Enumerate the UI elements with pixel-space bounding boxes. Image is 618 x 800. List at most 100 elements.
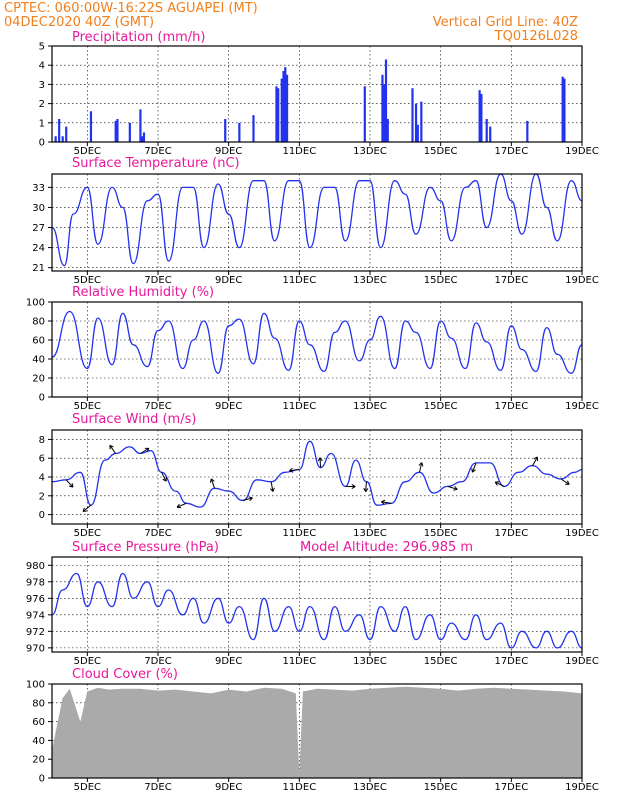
precip-bar: [277, 88, 280, 142]
precip-ytick-label: 5: [39, 42, 45, 53]
pres-xtick-label: 11DEC: [282, 656, 316, 667]
cloud-ytick-label: 0: [39, 774, 45, 785]
precip-bar: [381, 74, 384, 142]
precip-bar: [489, 126, 492, 142]
precip-bar: [384, 59, 388, 142]
temp-frame: [51, 173, 583, 272]
header-location: CPTEC: 060:00W-16:22S AGUAPEI (MT): [4, 1, 258, 16]
wind-arrow: [381, 501, 392, 504]
cloud-ytick-label: 80: [32, 698, 45, 709]
temp-ytick-label: 21: [32, 263, 45, 274]
precip-bar: [142, 132, 146, 142]
cloud-ytick-label: 100: [26, 680, 45, 691]
precip-bar: [275, 86, 278, 142]
wind-arrow-head: [289, 467, 294, 473]
temp-ytick-label: 27: [32, 223, 45, 234]
pres-ytick-label: 980: [26, 561, 45, 572]
wind-ytick-label: 2: [39, 491, 45, 502]
rh-panel: 0 20 40 60 80 100 5DEC 7DEC 9DEC 11DEC 13DEC 15DEC 1…: [26, 298, 599, 413]
precip-frame: [51, 45, 583, 143]
cloud-xtick-label: 15DEC: [424, 782, 458, 793]
pres-xtick-label: 15DEC: [424, 656, 458, 667]
wind-frame: [51, 429, 583, 525]
wind-arrow: [270, 481, 274, 492]
precip-bar: [114, 120, 117, 142]
header-date: 04DEC2020 40Z (GMT): [4, 15, 154, 30]
wind-ytick-label: 6: [39, 454, 45, 465]
rh-ytick-label: 0: [39, 393, 45, 404]
rh-xtick-label: 15DEC: [424, 401, 458, 412]
temp-ytick-label: 33: [32, 183, 45, 194]
precip-bar: [116, 118, 119, 142]
wind-line: [51, 440, 583, 508]
rh-xtick-label: 19DEC: [565, 401, 599, 412]
wind-xtick-label: 11DEC: [282, 528, 316, 539]
wind-xtick-label: 15DEC: [424, 528, 458, 539]
rh-ytick-label: 100: [26, 298, 45, 309]
precip-bar: [139, 109, 142, 142]
temp-xtick-label: 15DEC: [424, 275, 458, 286]
pres-title: Surface Pressure (hPa): [72, 540, 219, 555]
pres-xtick-label: 5DEC: [74, 656, 101, 667]
pres-ytick-label: 972: [26, 627, 45, 638]
precip-bar: [414, 103, 418, 142]
cloud-xtick-label: 19DEC: [565, 782, 599, 793]
precip-xtick-label: 19DEC: [565, 146, 599, 157]
precip-ytick-label: 4: [39, 61, 45, 72]
temp-ytick-label: 24: [32, 243, 45, 254]
wind-arrow: [289, 468, 300, 472]
temp-xtick-label: 19DEC: [565, 275, 599, 286]
precip-bar: [285, 74, 289, 142]
wind-arrow: [471, 462, 477, 473]
precip-ytick-label: 3: [39, 80, 45, 91]
rh-xtick-label: 9DEC: [215, 401, 242, 412]
wind-arrow-head: [317, 457, 323, 462]
cloud-ytick-label: 20: [32, 755, 45, 766]
precip-bar: [280, 78, 283, 142]
wind-arrow-head: [248, 496, 253, 502]
precip-xtick-label: 11DEC: [282, 146, 316, 157]
precip-bar: [141, 136, 144, 142]
precip-bar: [478, 90, 481, 142]
cloud-area: [52, 686, 582, 778]
rh-xtick-label: 7DEC: [144, 401, 171, 412]
precip-bar: [238, 122, 241, 142]
temp-title: Surface Temperature (nC): [72, 156, 240, 171]
precip-bar: [485, 118, 488, 142]
precip-bar: [420, 101, 423, 142]
cloud-panel: 0 20 40 60 80 100 5DEC 7DEC 9DEC 11DEC 13DEC 15DEC 1…: [26, 680, 599, 794]
cloud-xtick-label: 17DEC: [494, 782, 528, 793]
rh-xtick-label: 17DEC: [494, 401, 528, 412]
precip-ytick-label: 1: [39, 118, 45, 129]
cloud-xtick-label: 5DEC: [74, 782, 101, 793]
header-model-id: TQ0126L028: [494, 29, 578, 44]
rh-frame: [51, 301, 583, 398]
wind-ytick-label: 8: [39, 435, 45, 446]
temp-xtick-label: 17DEC: [494, 275, 528, 286]
wind-panel: 0 2 4 6 8 5DEC 7DEC 9DEC 11DEC 13DEC 15DEC 17DEC 19D…: [39, 429, 599, 539]
precip-bar: [54, 136, 57, 142]
wind-ytick-label: 0: [39, 510, 45, 521]
wind-arrow: [242, 497, 253, 501]
rh-ytick-label: 40: [32, 355, 45, 366]
pres-xtick-label: 7DEC: [144, 656, 171, 667]
cloud-xtick-label: 11DEC: [282, 782, 316, 793]
wind-arrow-head: [533, 456, 539, 461]
wind-ytick-label: 4: [39, 473, 45, 484]
temp-ytick-label: 30: [32, 203, 45, 214]
wind-arrow: [560, 478, 570, 485]
wind-arrow-head: [418, 462, 424, 467]
pres-ytick-label: 976: [26, 594, 45, 605]
precip-xtick-label: 7DEC: [144, 146, 171, 157]
wind-arrow-head: [381, 499, 386, 505]
precip-xtick-label: 15DEC: [424, 146, 458, 157]
wind-title: Surface Wind (m/s): [72, 412, 196, 427]
pres-ytick-label: 970: [26, 643, 45, 654]
wind-arrow-head: [351, 484, 356, 490]
wind-arrow: [176, 502, 187, 508]
precip-xtick-label: 17DEC: [494, 146, 528, 157]
wind-arrow-head: [144, 447, 150, 453]
wind-xtick-label: 7DEC: [144, 528, 171, 539]
precip-xtick-label: 9DEC: [215, 146, 242, 157]
wind-xtick-label: 5DEC: [74, 528, 101, 539]
